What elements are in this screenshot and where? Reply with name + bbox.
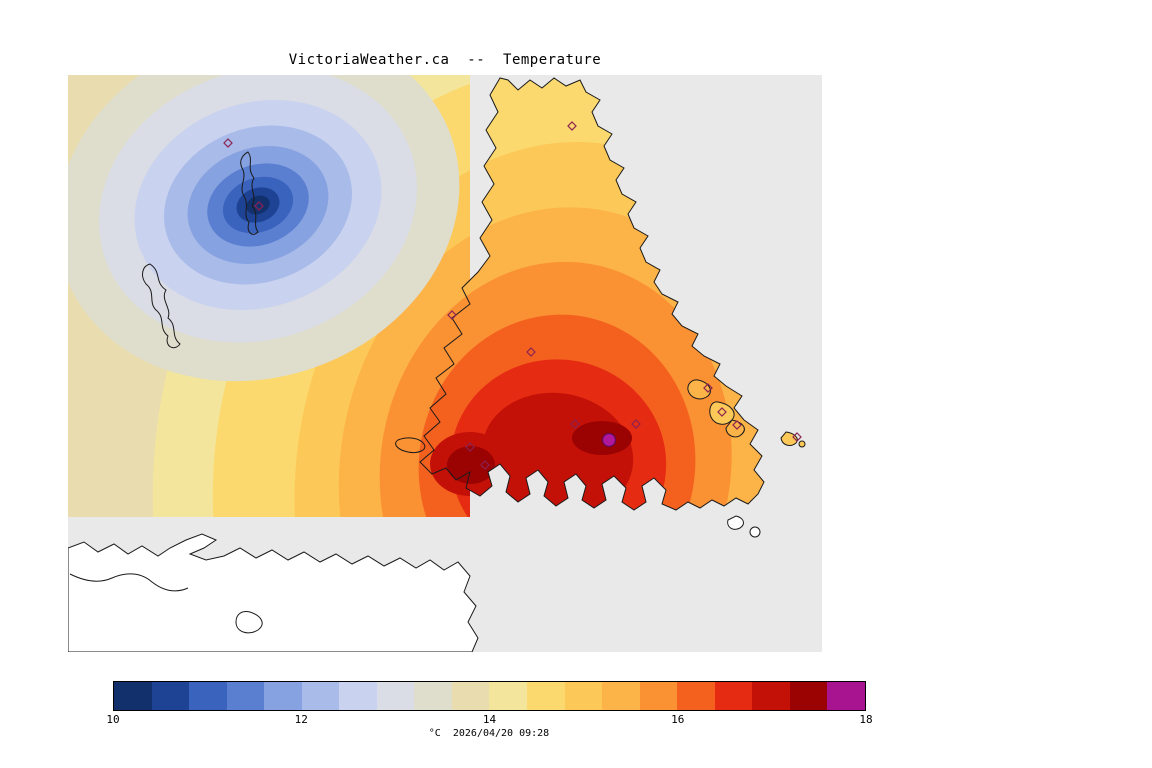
us-lake-outline: [235, 611, 263, 634]
us-shoreline-detail: [69, 573, 189, 592]
hot-station-marker: [601, 432, 617, 448]
colorbar-cell: [677, 682, 715, 710]
station-marker: [254, 201, 264, 211]
small-islands-southeast: [727, 515, 761, 538]
colorbar: [113, 681, 866, 711]
us-land: [68, 533, 479, 652]
colorbar-cell: [752, 682, 790, 710]
lake-outline-langford: [395, 437, 426, 453]
station-marker: [732, 420, 742, 430]
station-marker: [792, 432, 802, 442]
colorbar-cell: [789, 682, 828, 710]
colorbar-cell: [451, 682, 490, 710]
station-markers: [223, 121, 802, 470]
colorbar-cell: [151, 682, 190, 710]
colorbar-cell: [189, 682, 227, 710]
colorbar-cell: [226, 682, 265, 710]
colorbar-tick-label: 18: [859, 713, 873, 726]
colorbar-cell: [414, 682, 452, 710]
station-marker: [480, 460, 490, 470]
colorbar-cell: [114, 682, 152, 710]
colorbar-cell: [489, 682, 528, 710]
colorbar-cell: [527, 682, 565, 710]
colorbar-cell: [564, 682, 603, 710]
colorbar-tick-label: 16: [671, 713, 685, 726]
colorbar-cell: [339, 682, 377, 710]
offshore-islands-northeast: [687, 379, 806, 448]
colorbar-cell: [827, 682, 865, 710]
lake-outline-west: [142, 263, 181, 349]
station-marker: [703, 383, 713, 393]
colorbar-cell: [602, 682, 640, 710]
colorbar-cells: [114, 682, 865, 710]
colorbar-cell: [639, 682, 678, 710]
station-marker: [465, 442, 475, 452]
colorbar-cell: [714, 682, 753, 710]
station-marker: [526, 347, 536, 357]
station-marker: [631, 419, 641, 429]
station-marker: [223, 138, 233, 148]
peninsula-coastline: [419, 77, 765, 511]
colorbar-caption: °C 2026/04/20 09:28: [428, 728, 550, 739]
temperature-map: [68, 75, 822, 652]
colorbar-cell: [301, 682, 340, 710]
colorbar-tick-label: 10: [106, 713, 120, 726]
colorbar-cell: [264, 682, 302, 710]
station-marker: [447, 310, 457, 320]
colorbar-tick-label: 12: [294, 713, 308, 726]
colorbar-cell: [376, 682, 415, 710]
station-marker: [717, 407, 727, 417]
colorbar-tick-label: 14: [482, 713, 497, 726]
lake-outline-north: [240, 151, 259, 235]
station-marker: [567, 121, 577, 131]
cold-region-contours: [68, 75, 460, 382]
page-title: VictoriaWeather.ca -- Temperature: [288, 52, 602, 68]
station-marker: [570, 419, 580, 429]
